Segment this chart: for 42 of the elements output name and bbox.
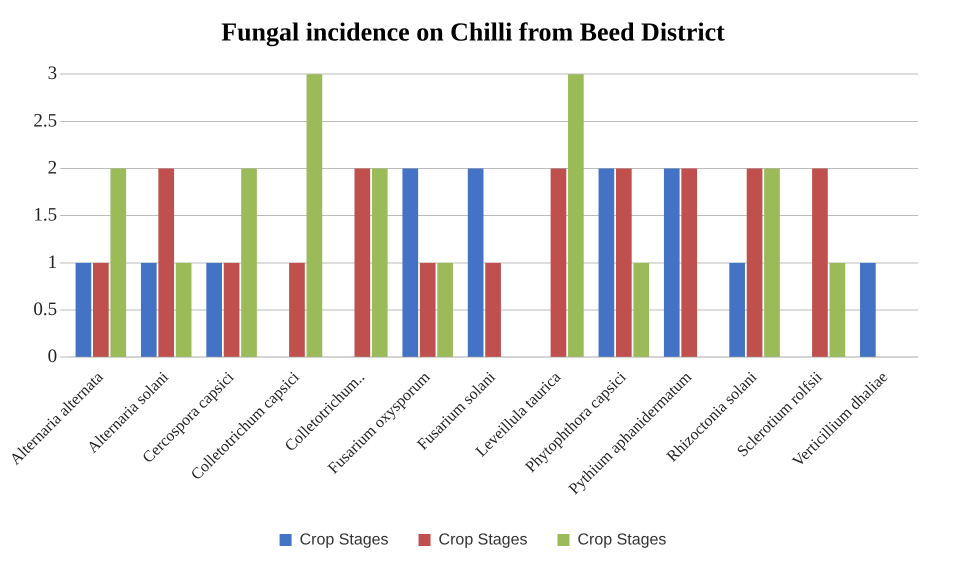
bar: [468, 168, 484, 357]
bar: [830, 262, 846, 357]
y-tick-label: 0.5: [33, 299, 58, 320]
legend-label: Crop Stages: [300, 531, 389, 548]
bar: [860, 262, 876, 357]
bar: [633, 262, 650, 357]
y-tick-label: 2: [48, 158, 58, 179]
bar: [616, 168, 632, 357]
bar: [110, 168, 126, 357]
bar: [746, 168, 762, 357]
bar: [598, 168, 614, 357]
bar: [402, 168, 418, 357]
legend-label: Crop Stages: [577, 531, 666, 548]
bar: [224, 262, 240, 357]
bar: [93, 262, 109, 357]
bar: [729, 262, 745, 357]
bar: [664, 168, 680, 357]
legend-label: Crop Stages: [438, 531, 528, 548]
y-tick-label: 2.5: [33, 110, 58, 132]
bar: [306, 74, 322, 357]
bar: [76, 262, 92, 357]
bar: [485, 262, 501, 357]
bar: [812, 168, 828, 357]
bar: [354, 168, 370, 357]
bar: [372, 168, 388, 357]
chart-title: Fungal incidence on Chilli from Beed District: [221, 17, 726, 46]
bar: [140, 262, 157, 357]
y-tick-label: 3: [48, 63, 58, 84]
y-tick-label: 0: [48, 346, 58, 368]
bar: [289, 262, 305, 357]
bar: [568, 74, 584, 357]
y-tick-label: 1: [48, 252, 58, 273]
bar: [206, 262, 222, 357]
bar: [241, 168, 257, 357]
bar: [437, 262, 453, 357]
bar: [420, 262, 436, 357]
bar: [176, 262, 192, 357]
bar: [764, 168, 780, 357]
bar: [681, 168, 698, 357]
bar: [550, 168, 566, 357]
y-tick-label: 1.5: [33, 204, 58, 226]
bar: [158, 168, 174, 357]
